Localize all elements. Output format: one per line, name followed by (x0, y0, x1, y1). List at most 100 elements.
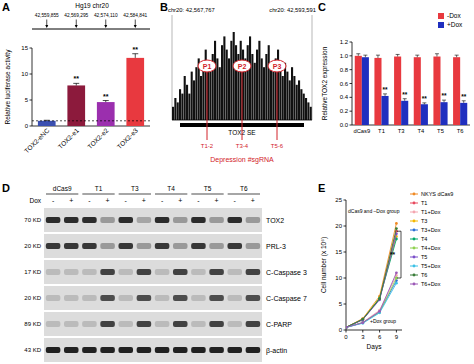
signal-bar (279, 67, 281, 120)
legend-label: T5 (421, 254, 427, 260)
x-axis (346, 330, 402, 331)
panel-letter: B (160, 1, 168, 13)
signal-bar (286, 72, 288, 120)
site-circle (268, 60, 286, 72)
y-tick-label: 1.0 (340, 53, 349, 59)
lane-bracket (119, 194, 151, 195)
significance-bracket (397, 231, 401, 278)
signal-bar (258, 41, 260, 120)
y-tick-label: 5 (25, 97, 29, 103)
point (378, 310, 381, 313)
y-tick (350, 55, 353, 56)
band (155, 217, 170, 223)
legend-label: T3 (421, 218, 427, 224)
y-tick-label: 15 (21, 45, 28, 51)
point (361, 321, 364, 324)
signal-bar (293, 76, 295, 120)
legend-line (410, 230, 418, 231)
y-tick (350, 69, 353, 70)
legend-marker (413, 265, 416, 268)
legend-marker (413, 256, 416, 259)
y-axis-label: Relative luciferase activity (4, 49, 12, 125)
treatment: - (88, 197, 91, 204)
treatment: + (142, 197, 146, 204)
blot-strip (44, 234, 262, 258)
treatment: + (251, 197, 255, 204)
x-tick-label: T3 (398, 128, 405, 134)
legend-swatch (438, 22, 444, 28)
band (209, 321, 224, 327)
legend-label: T6 (421, 272, 427, 278)
band (191, 295, 206, 301)
band (46, 243, 61, 249)
signal-bar (174, 98, 176, 120)
band (100, 269, 115, 275)
series-line (346, 275, 396, 327)
arrow (76, 20, 77, 28)
signal-bar (298, 80, 300, 120)
band (118, 269, 133, 275)
legend-marker (413, 202, 416, 205)
signal-bar (184, 76, 186, 120)
band (227, 243, 242, 249)
figure: AHg19 chr2042,559,85542,569,29542,574,11… (0, 0, 474, 364)
point (361, 318, 364, 321)
protein-label: TOX2 (266, 217, 284, 224)
signal-bar (268, 45, 270, 120)
band (46, 217, 61, 223)
error-bar (455, 55, 459, 57)
band (137, 321, 152, 327)
bar (421, 104, 428, 125)
error-bar (462, 101, 466, 103)
signal-bar (310, 107, 312, 120)
bar (401, 101, 408, 125)
legend-line (410, 275, 418, 276)
y-axis-label: RelativeTOX2 expression (321, 46, 329, 120)
series-line (346, 223, 396, 327)
annotation: +Dox group (370, 318, 396, 324)
band (191, 269, 206, 275)
signal-bar (193, 80, 195, 120)
signal-bar (233, 32, 235, 120)
point (361, 321, 364, 324)
legend-line (410, 203, 418, 204)
error-bar (403, 99, 407, 101)
y-tick (30, 126, 33, 127)
treatment-label: Dox (29, 197, 41, 204)
panel-letter: E (318, 182, 325, 194)
y-tick-label: 5 (339, 301, 343, 307)
error-bar (442, 100, 446, 102)
point (395, 227, 398, 230)
series-line (346, 236, 396, 327)
band (137, 295, 152, 301)
panel-letter: A (2, 1, 10, 13)
significance: ** (133, 46, 139, 53)
legend-marker (413, 193, 416, 196)
band (227, 269, 242, 275)
lane-bracket (191, 194, 223, 195)
error-bar (363, 55, 367, 57)
signal-bar (247, 45, 249, 120)
signal-bar (221, 45, 223, 120)
signal-bar (256, 50, 258, 120)
lane-bracket (82, 194, 114, 195)
band (100, 243, 115, 249)
lane-label: T4 (167, 185, 175, 192)
site-guides: T3-4 (236, 143, 249, 149)
site-circle (198, 60, 216, 72)
significance: ** (461, 93, 467, 100)
x-axis-label: Days (367, 343, 383, 351)
bar (362, 57, 369, 125)
coordinate: 42,584,841 (123, 13, 147, 18)
band (46, 347, 61, 353)
signal-bar (307, 102, 309, 120)
legend-marker (413, 283, 416, 286)
legend-line (410, 212, 418, 213)
legend-line (410, 221, 418, 222)
band (227, 217, 242, 223)
lane-bracket (228, 194, 260, 195)
blot-strip (44, 338, 262, 362)
bar (126, 58, 144, 126)
band (118, 347, 133, 353)
signal-bar (191, 72, 193, 120)
